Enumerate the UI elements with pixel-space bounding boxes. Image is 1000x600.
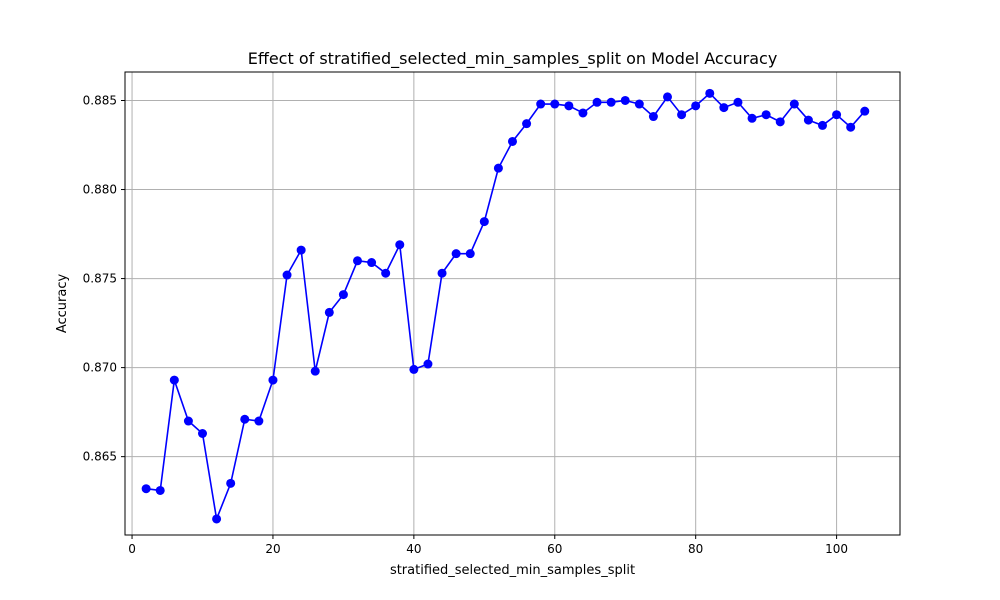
x-tick-label: 0 bbox=[128, 542, 136, 556]
chart-title: Effect of stratified_selected_min_sample… bbox=[248, 49, 778, 69]
data-point bbox=[789, 99, 799, 109]
data-point bbox=[691, 101, 701, 111]
data-point bbox=[409, 364, 419, 374]
data-point bbox=[592, 97, 602, 107]
data-point bbox=[550, 99, 560, 109]
plot-frame bbox=[124, 71, 901, 536]
data-point bbox=[169, 375, 179, 385]
data-point bbox=[353, 256, 362, 266]
data-point bbox=[775, 117, 785, 127]
data-point bbox=[423, 359, 433, 369]
data-point bbox=[282, 270, 292, 280]
data-point bbox=[733, 97, 743, 107]
y-axis-label: Accuracy bbox=[55, 274, 70, 334]
data-point bbox=[536, 99, 546, 109]
data-point bbox=[437, 268, 447, 278]
data-point bbox=[324, 307, 334, 317]
data-point bbox=[832, 110, 842, 120]
data-point bbox=[296, 245, 306, 255]
data-point bbox=[719, 103, 729, 113]
data-point bbox=[240, 414, 250, 424]
data-point bbox=[648, 112, 658, 122]
data-point bbox=[198, 428, 207, 438]
data-point bbox=[493, 163, 503, 173]
x-tick-label: 60 bbox=[547, 542, 562, 556]
data-point bbox=[564, 101, 574, 111]
data-point bbox=[606, 97, 616, 107]
data-point bbox=[338, 290, 348, 300]
data-point bbox=[367, 258, 377, 268]
data-point bbox=[508, 136, 517, 146]
y-axis-ticks: 0.865 0.870 0.875 0.880 0.885 bbox=[83, 93, 125, 464]
data-point bbox=[465, 249, 475, 259]
data-point bbox=[268, 375, 278, 385]
grid-lines bbox=[125, 72, 900, 535]
data-point bbox=[818, 120, 827, 130]
y-tick-label: 0.870 bbox=[83, 361, 117, 375]
data-point bbox=[479, 217, 489, 227]
y-tick-label: 0.865 bbox=[83, 450, 117, 464]
data-point bbox=[620, 95, 630, 105]
data-point bbox=[451, 249, 461, 259]
data-point bbox=[141, 484, 151, 494]
data-point bbox=[663, 92, 672, 102]
data-point bbox=[846, 122, 856, 132]
data-point bbox=[747, 113, 757, 123]
x-tick-label: 20 bbox=[265, 542, 280, 556]
data-point bbox=[578, 108, 588, 118]
data-point bbox=[183, 416, 193, 426]
x-tick-label: 40 bbox=[406, 542, 421, 556]
data-point bbox=[803, 115, 813, 125]
data-point bbox=[381, 268, 391, 278]
x-axis-ticks: 0 20 40 60 80 100 bbox=[128, 535, 848, 556]
y-tick-label: 0.885 bbox=[83, 93, 117, 107]
data-point bbox=[860, 106, 870, 116]
y-tick-label: 0.880 bbox=[83, 183, 117, 197]
data-point bbox=[226, 478, 236, 488]
x-axis-label: stratified_selected_min_samples_split bbox=[390, 563, 635, 578]
series-line bbox=[146, 92, 866, 522]
data-point bbox=[155, 485, 165, 495]
data-point bbox=[677, 110, 687, 120]
data-point bbox=[522, 119, 532, 129]
x-tick-label: 80 bbox=[688, 542, 703, 556]
data-point bbox=[705, 88, 715, 98]
data-point bbox=[634, 99, 644, 109]
data-point bbox=[212, 514, 222, 524]
y-tick-label: 0.875 bbox=[83, 272, 117, 286]
data-point bbox=[310, 366, 320, 376]
data-point bbox=[761, 110, 771, 120]
data-series bbox=[141, 88, 870, 524]
data-point bbox=[254, 416, 264, 426]
data-point bbox=[395, 240, 405, 250]
x-tick-label: 100 bbox=[825, 542, 848, 556]
